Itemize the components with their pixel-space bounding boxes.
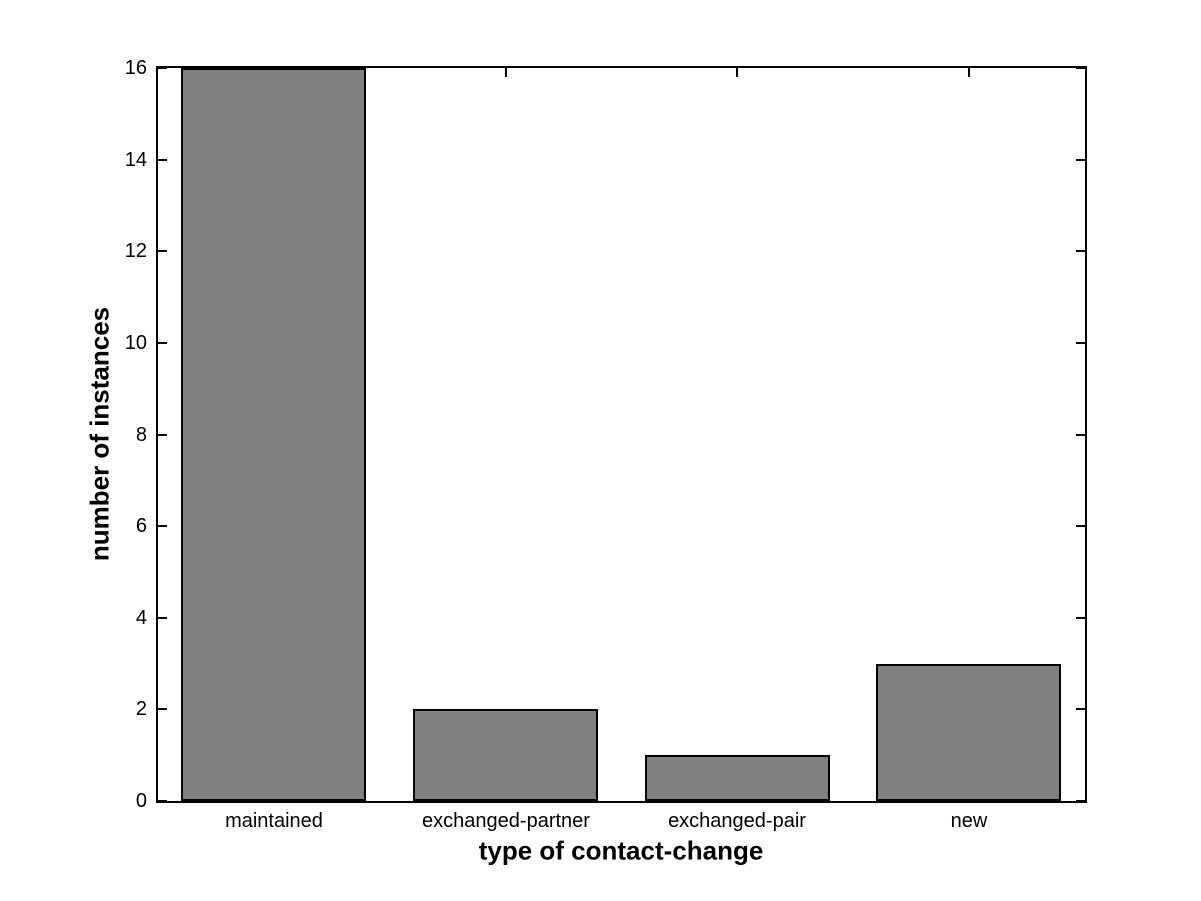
top-tick-mark: [968, 68, 970, 77]
x-axis-label: type of contact-change: [478, 835, 764, 866]
x-tick-label: maintained: [225, 810, 323, 832]
bar-new: [876, 664, 1061, 801]
bar-exchanged-partner: [413, 709, 598, 801]
right-tick-mark: [1076, 67, 1085, 69]
right-tick-mark: [1076, 250, 1085, 252]
right-tick-mark: [1076, 617, 1085, 619]
plot-area: [156, 66, 1087, 803]
left-tick-mark: [158, 708, 167, 710]
bar-maintained: [181, 68, 366, 801]
y-tick-label: 12: [124, 240, 147, 262]
right-tick-mark: [1076, 342, 1085, 344]
y-tick-label: 8: [135, 424, 147, 446]
right-tick-mark: [1076, 434, 1085, 436]
left-tick-mark: [158, 800, 167, 802]
y-tick-label: 14: [124, 149, 147, 171]
y-tick-label: 10: [124, 332, 147, 354]
left-tick-mark: [158, 342, 167, 344]
top-tick-mark: [505, 68, 507, 77]
left-tick-mark: [158, 250, 167, 252]
left-tick-mark: [158, 67, 167, 69]
y-tick-label: 2: [135, 698, 147, 720]
y-tick-label: 6: [135, 515, 147, 537]
left-tick-mark: [158, 159, 167, 161]
x-tick-label: new: [950, 810, 988, 832]
left-tick-mark: [158, 617, 167, 619]
left-tick-mark: [158, 525, 167, 527]
x-tick-label: exchanged-partner: [422, 810, 590, 832]
y-tick-label: 16: [124, 57, 147, 79]
y-tick-label: 4: [135, 607, 147, 629]
y-tick-label: 0: [135, 790, 147, 812]
x-tick-label: exchanged-pair: [668, 810, 806, 832]
y-axis-label: number of instances: [84, 306, 115, 562]
right-tick-mark: [1076, 708, 1085, 710]
right-tick-mark: [1076, 159, 1085, 161]
left-tick-mark: [158, 434, 167, 436]
right-tick-mark: [1076, 800, 1085, 802]
bar-exchanged-pair: [645, 755, 830, 801]
right-tick-mark: [1076, 525, 1085, 527]
top-tick-mark: [736, 68, 738, 77]
